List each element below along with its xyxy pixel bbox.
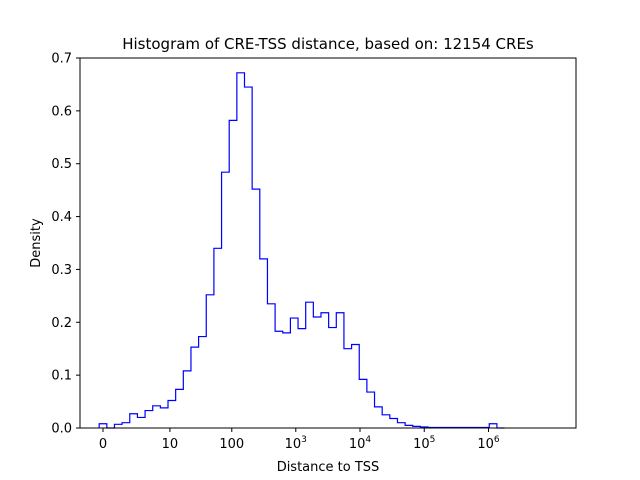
x-tick-label: 103: [285, 435, 307, 452]
y-axis: 0.0 0.1 0.2 0.3 0.4 0.5 0.6 0.7: [51, 52, 80, 437]
y-tick-label: 0.6: [51, 104, 72, 119]
x-tick-label: 0: [99, 437, 107, 452]
x-axis-label: Distance to TSS: [277, 460, 380, 475]
plot-frame: [79, 57, 577, 429]
x-tick-label: 106: [477, 435, 500, 452]
x-tick-base: 10: [285, 437, 302, 452]
y-tick-label: 0.3: [51, 263, 72, 278]
y-tick-label: 0.0: [51, 422, 72, 437]
y-axis-label: Density: [29, 218, 44, 268]
x-tick-label: 104: [349, 435, 372, 452]
y-tick-label: 0.5: [51, 157, 72, 172]
y-tick-label: 0.7: [51, 52, 72, 67]
histogram-step-line: [98, 72, 505, 429]
x-tick-exponent: 6: [494, 435, 500, 445]
x-tick-exponent: 3: [301, 435, 307, 445]
x-tick-exponent: 4: [365, 435, 371, 445]
chart-title: Histogram of CRE-TSS distance, based on:…: [122, 35, 534, 53]
y-tick-label: 0.2: [51, 316, 72, 331]
x-tick-exponent: 5: [430, 435, 436, 445]
plot-layer: [98, 72, 505, 429]
x-tick-label: 100: [219, 437, 244, 452]
x-tick-label: 105: [413, 435, 435, 452]
x-axis: 0 10 100 103 104 105 106: [99, 428, 500, 452]
y-tick-label: 0.4: [51, 210, 72, 225]
x-tick-base: 10: [349, 437, 366, 452]
y-tick-label: 0.1: [51, 369, 72, 384]
x-tick-base: 10: [413, 437, 430, 452]
x-tick-label: 10: [162, 437, 179, 452]
x-tick-base: 10: [477, 437, 494, 452]
